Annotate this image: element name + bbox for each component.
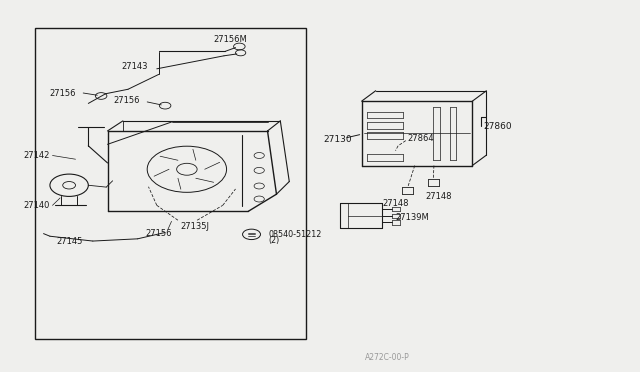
Text: A272C-00-P: A272C-00-P [365,353,410,362]
Bar [35,28,306,339]
Text: 27142: 27142 [24,151,50,160]
Text: (2): (2) [269,236,280,245]
Text: 08540-51212: 08540-51212 [269,230,322,239]
Text: 27156: 27156 [145,229,172,238]
Text: 27156M: 27156M [214,35,247,44]
Text: 27140: 27140 [24,201,50,210]
Text: 27156: 27156 [49,89,76,97]
Text: 27148: 27148 [382,199,409,208]
Text: 27156: 27156 [113,96,140,105]
Text: 27860: 27860 [483,122,512,131]
Text: 27139M: 27139M [396,213,429,222]
Text: 27145: 27145 [56,237,83,246]
Text: 27130: 27130 [323,135,352,144]
Text: 27143: 27143 [121,62,148,71]
Text: 27135J: 27135J [180,222,210,231]
Text: 27148: 27148 [425,192,452,201]
Text: 27864: 27864 [407,134,434,143]
